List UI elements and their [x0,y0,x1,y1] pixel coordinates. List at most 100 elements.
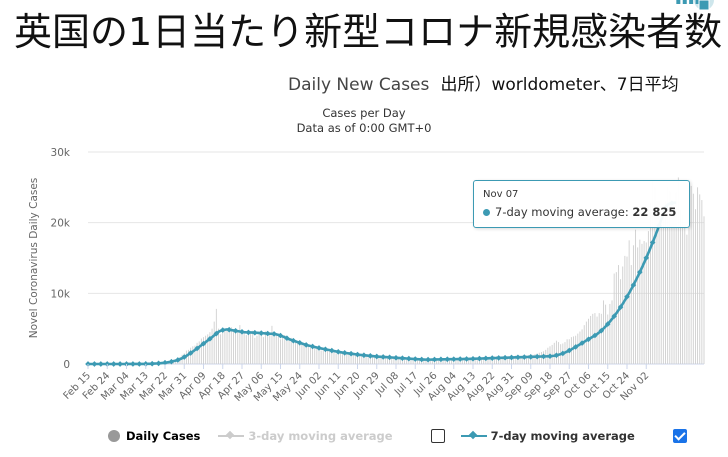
daily-cases-bar [235,332,237,364]
daily-cases-bar [626,256,628,364]
daily-cases-bar [331,352,333,364]
daily-cases-bar [690,185,692,364]
seven-day-average-point [515,354,521,361]
daily-cases-bar [697,187,699,364]
daily-cases-bar [393,357,395,364]
daily-cases-bar [265,331,266,364]
daily-cases-bar [635,229,637,364]
seven-day-average-point [136,361,143,367]
daily-cases-bar [346,354,348,364]
daily-cases-bar [573,336,574,364]
daily-cases-bar [699,194,701,364]
daily-cases-bar [260,335,262,364]
daily-cases-bar [252,330,254,364]
daily-cases-bar [523,355,525,364]
seven-day-average-point [162,359,168,366]
daily-cases-bar [555,340,557,364]
daily-cases-bar [277,334,279,364]
daily-cases-bar [352,354,354,364]
daily-cases-bar [493,356,495,364]
daily-cases-bar [282,336,284,364]
daily-cases-bar [269,333,271,364]
daily-cases-bar [280,339,281,364]
daily-cases-bar [384,357,386,364]
daily-cases-bar [534,354,536,364]
daily-cases-bar [247,330,249,364]
daily-cases-bar [389,357,391,364]
seven-day-average-point [91,361,98,367]
daily-cases-bar [224,330,226,364]
toggle-3day-checkbox[interactable] [430,428,445,443]
daily-cases-bar [404,359,406,364]
seven-day-average-point [649,239,656,246]
daily-cases-bar [624,255,626,364]
seven-day-average-point [322,346,329,353]
seven-day-average-point [624,293,630,300]
seven-day-average-point [175,357,181,363]
seven-day-average-point [611,313,617,320]
daily-cases-bar [694,209,696,364]
daily-cases-bar [324,347,326,364]
legend-item-3day-average[interactable]: 3-day moving average [218,428,393,443]
daily-cases-bar [463,358,465,364]
toggle-7day-checkbox[interactable] [672,428,687,443]
daily-cases-bar [228,327,230,364]
daily-cases-bar [617,265,619,364]
hover-point[interactable] [698,0,710,11]
tooltip-value: 22 825 [632,205,677,219]
daily-cases-bar [357,355,358,364]
seven-day-average-point [98,361,104,367]
daily-cases-bar [359,355,361,364]
seven-day-average-point [123,361,130,367]
seven-day-average-point [296,339,303,346]
daily-cases-bar [218,328,219,364]
seven-day-average-point [117,361,123,367]
seven-day-average-point [309,343,316,350]
daily-cases-bar [342,353,343,364]
seven-day-average-point [630,282,637,288]
daily-cases-bar [290,337,292,364]
daily-cases-bar [603,300,604,364]
daily-cases-bar [414,360,416,364]
daily-cases-bar [350,354,352,364]
seven-day-average-point [303,342,309,348]
daily-cases-bar [363,355,365,364]
daily-cases-bar [577,333,579,364]
daily-cases-bar [292,341,294,364]
daily-cases-bar [425,359,427,364]
daily-cases-bar [220,334,222,364]
daily-cases-bar [553,342,555,364]
seven-day-average-point [373,353,380,360]
daily-cases-bar [540,351,542,364]
seven-day-average-point [444,356,451,363]
legend-7day-label: 7-day moving average [490,428,635,443]
daily-cases-bar [671,207,673,364]
seven-day-average-point [406,355,412,362]
daily-cases-bar [607,314,609,364]
y-tick-label: 10k [51,288,71,300]
daily-cases-bar [361,356,363,364]
legend-item-7day-average[interactable]: 7-day moving average [460,428,635,443]
daily-cases-bar [519,355,521,364]
seven-day-average-point [534,353,540,360]
daily-cases-bar [703,216,705,364]
daily-cases-bar [213,321,215,364]
seven-day-average-point [457,356,463,362]
y-tick-label: 0 [63,359,70,371]
daily-cases-bar [594,313,596,364]
daily-cases-bar [579,331,581,364]
daily-cases-bar [680,209,681,364]
daily-cases-bar [451,358,453,364]
legend-item-daily-cases[interactable]: Daily Cases [108,428,200,443]
seven-day-average-point [470,355,476,362]
daily-cases-bar [615,272,617,364]
daily-cases-bar [327,349,329,364]
daily-cases-bar [241,333,243,364]
tooltip-date: Nov 07 [483,189,519,200]
daily-cases-bar [449,359,450,364]
daily-cases-bar [339,353,341,364]
seven-day-average-point [560,350,566,357]
daily-cases-bar [250,332,252,364]
daily-cases-bar [660,217,662,364]
legend-daily-cases-label: Daily Cases [126,428,201,443]
